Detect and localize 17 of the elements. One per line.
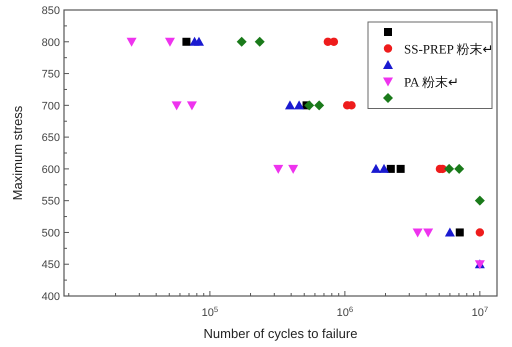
y-tick-label: 750 <box>42 68 60 81</box>
y-tick-label: 800 <box>42 36 60 49</box>
x-tick-label: 10$^{5}$ <box>202 304 218 319</box>
legend-label: PA 粉末↵ <box>404 74 459 90</box>
y-tick-label: 650 <box>42 132 60 144</box>
y-tick-label: 450 <box>42 259 60 272</box>
x-tick-label: 10$^{6}$ <box>336 304 354 319</box>
y-tick-label: 850 <box>42 5 60 17</box>
y-tick-label: 600 <box>42 164 60 176</box>
y-axis-title: Maximum stress <box>10 105 25 200</box>
x-tick-label: 10$^{7}$ <box>472 304 488 319</box>
y-tick-label: 550 <box>42 196 60 208</box>
legend-label: SS-PREP 粉末↵ <box>404 42 494 56</box>
y-tick-label: 700 <box>42 100 60 112</box>
x-axis-title: Number of cycles to failure <box>204 326 358 341</box>
y-tick-label: 500 <box>42 227 60 240</box>
y-tick-label: 400 <box>42 291 60 303</box>
